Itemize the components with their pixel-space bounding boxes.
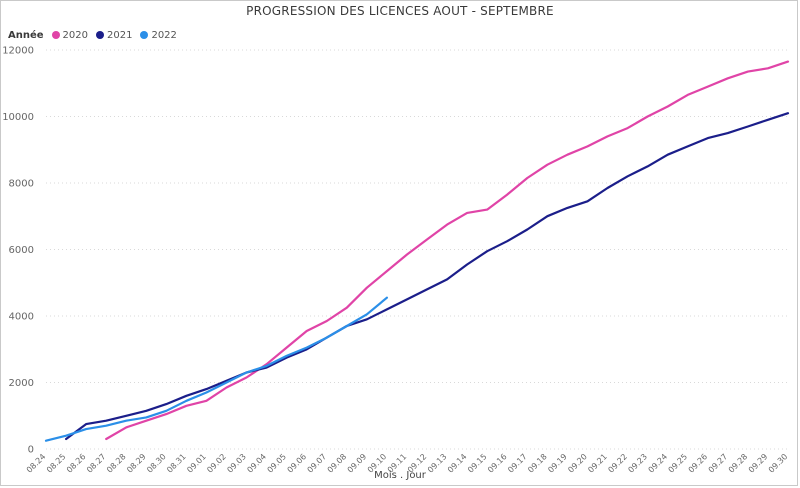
series-line-2022[interactable] (44, 296, 388, 442)
legend-marker-2021 (96, 31, 104, 39)
series-layer (44, 60, 790, 442)
y-tick-label: 0 (28, 445, 34, 456)
chart-title: PROGRESSION DES LICENCES AOUT - SEPTEMBR… (246, 4, 554, 18)
legend-item-2020[interactable]: 2020 (51, 29, 88, 41)
legend-item-2021[interactable]: 2021 (96, 30, 132, 41)
legend-marker-2022 (140, 31, 149, 39)
grid-layer (46, 49, 788, 450)
y-tick-label: 10000 (2, 112, 34, 123)
series-line-2020[interactable] (105, 60, 790, 441)
legend: Année 2020 2021 2022 (8, 28, 185, 42)
y-axis-ticks: 0 2000 4000 6000 8000 10000 12000 (2, 46, 34, 456)
legend-marker-2020 (51, 31, 60, 39)
y-tick-label: 4000 (9, 312, 34, 323)
legend-label-2022: 2022 (151, 29, 177, 41)
y-tick-label: 8000 (9, 179, 34, 190)
x-axis-label: Mois . Jour (374, 470, 426, 481)
legend-label-2021: 2021 (107, 29, 133, 41)
y-tick-label: 12000 (2, 46, 34, 57)
series-line-2021[interactable] (65, 112, 790, 441)
y-tick-label: 6000 (9, 245, 34, 256)
y-tick-label: 2000 (9, 378, 34, 389)
legend-item-2022[interactable]: 2022 (140, 29, 177, 41)
legend-label-2020: 2020 (62, 29, 88, 41)
legend-title: Année (8, 29, 44, 41)
